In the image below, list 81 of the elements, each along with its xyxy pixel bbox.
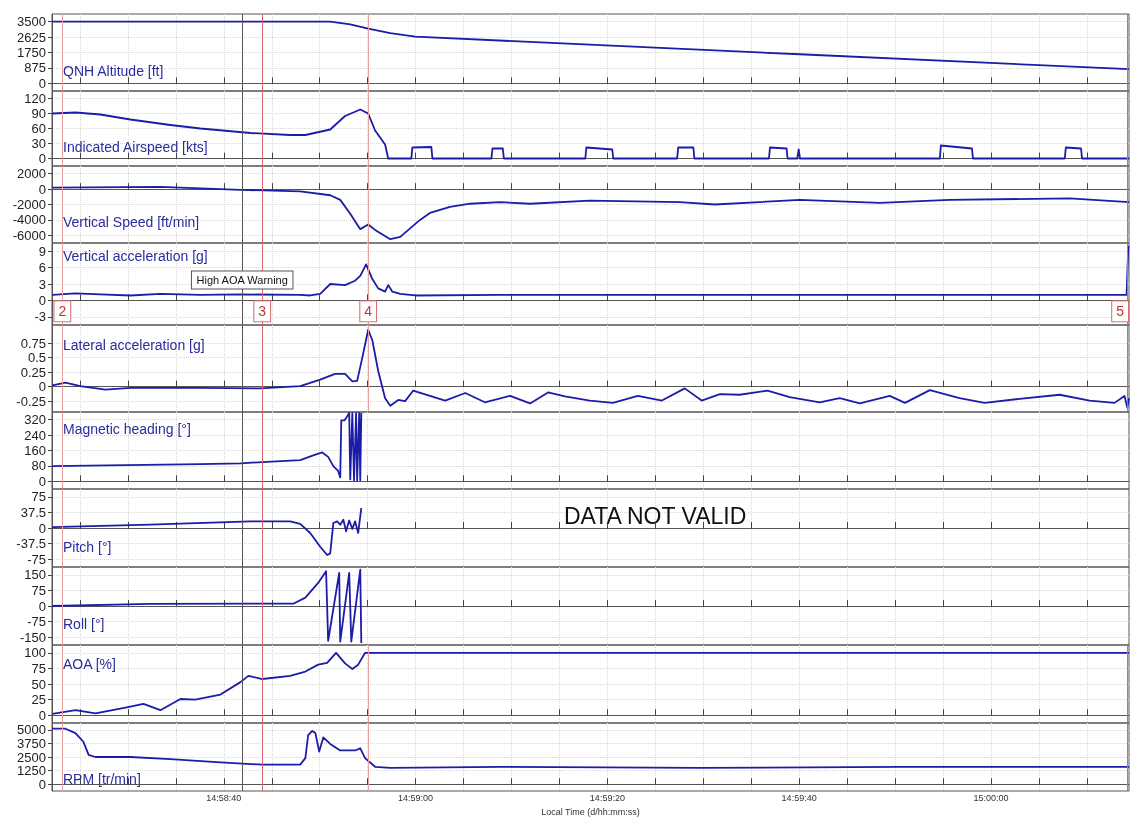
y-tick-label: 0 — [38, 520, 46, 536]
y-tick-label: 37.5 — [20, 504, 46, 520]
line-series — [51, 568, 363, 644]
y-tick-label: 0.75 — [20, 335, 46, 351]
y-tick-label: 150 — [24, 567, 46, 583]
annotation: 4 — [364, 303, 373, 320]
y-tick-label: -2000 — [12, 197, 46, 212]
y-tick-label: 60 — [31, 121, 46, 136]
y-tick-label: 0 — [38, 707, 46, 723]
y-tick-label: 50 — [31, 676, 46, 692]
y-tick-label: 100 — [24, 645, 46, 661]
y-tick-label: 0 — [38, 75, 46, 91]
x-tick-label: 14:58:40 — [206, 792, 242, 803]
y-tick-label: 120 — [24, 91, 46, 106]
y-axis-title: Indicated Airspeed [kts] — [63, 139, 208, 155]
annotation: 2 — [58, 303, 67, 320]
x-tick-label: 15:00:00 — [973, 792, 1009, 803]
x-tick-label: 14:59:20 — [589, 792, 625, 803]
line-series — [51, 651, 1130, 715]
ref-line-label: High AOA Warning — [196, 274, 288, 286]
y-tick-label: 0 — [38, 292, 46, 308]
annotation: DATA NOT VALID — [563, 503, 747, 529]
y-tick-label: 75 — [31, 660, 46, 676]
line-series — [51, 412, 363, 482]
y-tick-label: 5000 — [17, 722, 46, 738]
x-tick-label: 14:59:40 — [781, 792, 817, 803]
y-tick-label: 9 — [38, 243, 46, 259]
annotation: 3 — [258, 303, 267, 320]
y-tick-label: 1750 — [17, 45, 46, 60]
line-series — [51, 185, 1130, 241]
y-tick-label: -6000 — [12, 227, 46, 243]
y-tick-label: 6 — [38, 260, 46, 276]
y-axis-title: Roll [°] — [63, 616, 105, 632]
y-tick-label: -3 — [34, 309, 46, 325]
y-tick-label: 3 — [38, 276, 46, 292]
y-axis-title: Magnetic heading [°] — [63, 421, 191, 437]
y-tick-label: 90 — [31, 106, 46, 121]
y-tick-label: -75 — [27, 551, 46, 567]
y-axis-title: Lateral acceleration [g] — [63, 337, 205, 353]
y-tick-label: 3500 — [17, 14, 46, 30]
y-tick-label: 0.5 — [27, 350, 46, 366]
annotation: 5 — [1116, 303, 1125, 320]
y-tick-label: 25 — [31, 692, 46, 708]
y-tick-label: 75 — [31, 489, 46, 505]
y-tick-label: 2500 — [17, 749, 46, 765]
y-tick-label: 1250 — [17, 763, 46, 779]
y-axis-title: RPM [tr/min] — [63, 771, 141, 787]
y-axis-title: Pitch [°] — [63, 539, 112, 555]
y-tick-label: 2000 — [17, 166, 46, 182]
y-tick-label: 0 — [38, 379, 46, 395]
line-series — [51, 328, 1130, 409]
y-tick-label: -75 — [27, 614, 46, 630]
y-tick-label: 80 — [31, 458, 46, 474]
y-tick-label: 3750 — [17, 735, 46, 751]
y-tick-label: 30 — [31, 136, 46, 151]
y-tick-label: 160 — [24, 443, 46, 458]
x-axis-title: Local Time (d/hh:mm:ss) — [541, 806, 640, 817]
y-axis-title: Vertical acceleration [g] — [63, 248, 208, 264]
y-tick-label: 75 — [31, 582, 46, 598]
y-axis-title: QNH Altitude [ft] — [63, 63, 164, 79]
y-tick-label: 0 — [38, 151, 46, 166]
y-tick-label: 0.25 — [20, 364, 46, 380]
y-tick-label: -37.5 — [16, 536, 46, 552]
line-series — [51, 727, 1130, 769]
y-axis-title: Vertical Speed [ft/min] — [63, 214, 200, 230]
y-tick-label: 320 — [24, 412, 46, 428]
y-tick-label: 2625 — [17, 29, 46, 45]
y-tick-label: 0 — [38, 598, 46, 614]
y-tick-label: 875 — [24, 60, 46, 76]
x-tick-label: 14:59:00 — [398, 792, 434, 803]
y-tick-label: 0 — [38, 776, 46, 792]
y-tick-label: 240 — [24, 427, 46, 443]
y-tick-label: 0 — [38, 473, 46, 489]
line-series — [51, 507, 363, 556]
y-tick-label: -0.25 — [16, 393, 46, 409]
y-tick-label: 0 — [38, 181, 46, 197]
y-tick-label: -150 — [19, 629, 46, 645]
line-series — [51, 108, 1130, 160]
y-axis-title: AOA [%] — [63, 656, 116, 672]
y-tick-label: -4000 — [12, 212, 46, 228]
line-series — [51, 244, 1130, 297]
